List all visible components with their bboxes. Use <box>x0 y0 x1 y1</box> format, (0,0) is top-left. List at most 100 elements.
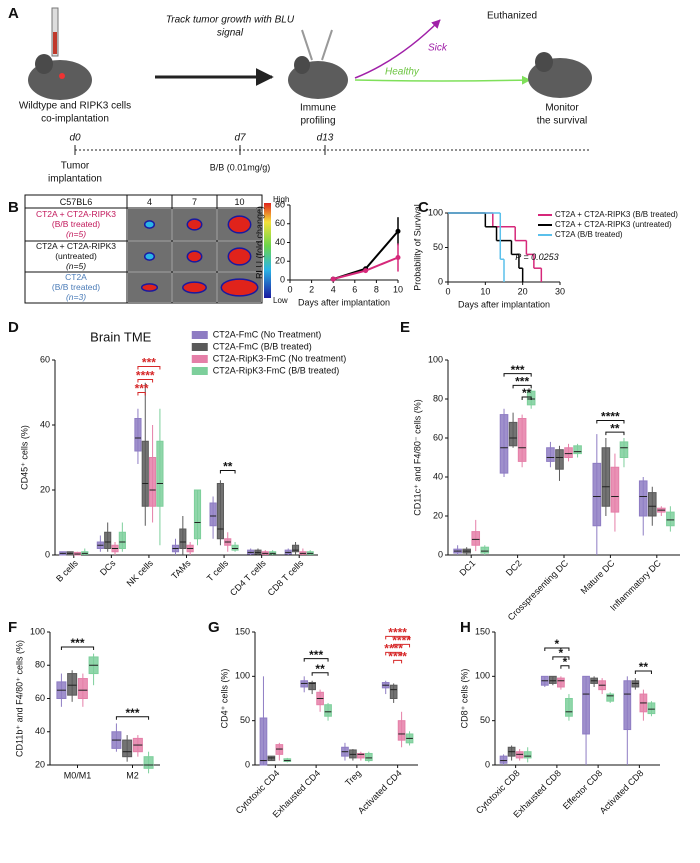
box <box>389 684 398 700</box>
significance-label: *** <box>511 363 525 377</box>
y-tick-label: 50 <box>433 242 443 252</box>
box <box>231 544 239 551</box>
box <box>193 489 202 540</box>
panel-label: A <box>8 5 19 22</box>
x-tick-label: Inflammatory DC <box>608 558 663 613</box>
box <box>499 414 509 474</box>
point <box>363 268 369 274</box>
chart-title: Brain TME <box>90 329 151 344</box>
table-row-label: (B/B treated) <box>52 219 100 229</box>
table-header: C57BL6 <box>60 197 93 207</box>
significance-label: **** <box>388 626 407 640</box>
significance-bracket <box>544 647 570 651</box>
x-tick-label: DC2 <box>504 558 524 578</box>
probe <box>301 29 313 61</box>
x-axis-label: Days after implantation <box>298 297 390 307</box>
box <box>555 449 564 470</box>
significance-bracket <box>512 384 532 389</box>
timeline-label: d13 <box>317 133 334 144</box>
box <box>397 720 406 741</box>
box <box>118 531 126 549</box>
step-text: co-implantation <box>41 114 109 125</box>
significance-bracket <box>137 379 154 383</box>
y-tick-label: 60 <box>275 218 285 228</box>
box <box>508 421 518 447</box>
x-tick-label: M0/M1 <box>64 770 92 780</box>
bli-signal <box>140 283 159 292</box>
box <box>647 702 656 715</box>
box <box>499 755 508 764</box>
significance-bracket <box>311 672 329 676</box>
significance-label: **** <box>388 650 407 664</box>
significance-label: ** <box>522 386 532 400</box>
significance-bracket <box>596 419 625 424</box>
legend-swatch <box>191 355 208 363</box>
legend-label: CT2A-FmC (B/B treated) <box>213 341 312 351</box>
significance-label: *** <box>309 648 323 662</box>
x-axis-label: Days after implantation <box>458 299 550 309</box>
significance-bracket <box>385 635 411 640</box>
x-tick-label: T cells <box>205 558 231 584</box>
timeline-event: implantation <box>48 174 102 185</box>
x-tick-label: 2 <box>309 284 314 294</box>
syringe-fill <box>53 32 57 54</box>
x-tick-label: NK cells <box>125 558 156 589</box>
y-tick-label: 0 <box>485 759 490 769</box>
step-text: Immune <box>300 103 337 114</box>
step-text: Wildtype and RIPK3 cells <box>19 101 131 112</box>
significance-label: *** <box>135 382 149 396</box>
y-tick-label: 0 <box>245 759 250 769</box>
x-tick-label: 6 <box>352 284 357 294</box>
arrow <box>354 19 441 79</box>
x-tick-label: Effector CD8 <box>561 768 604 811</box>
box <box>517 418 527 462</box>
panel-label: C <box>418 199 429 216</box>
step-text: Track tumor growth with BLU <box>166 15 295 26</box>
p-value: P = 0.0253 <box>515 252 558 262</box>
step-text: Healthy <box>385 67 420 78</box>
table-row-label: (n=5) <box>66 229 86 239</box>
y-tick-label: 20 <box>40 484 50 494</box>
box <box>471 531 481 546</box>
y-tick-label: 100 <box>30 626 45 636</box>
y-tick-label: 100 <box>428 207 443 217</box>
x-tick-label: Mature DC <box>579 558 617 596</box>
significance-label: **** <box>601 410 620 424</box>
step-text: Euthanized <box>487 11 537 22</box>
significance-label: * <box>563 655 568 669</box>
box <box>638 480 648 517</box>
significance-label: ** <box>610 421 620 435</box>
significance-bracket <box>137 392 146 396</box>
box <box>666 511 675 527</box>
panel-label: B <box>8 199 19 216</box>
box <box>149 457 157 507</box>
significance-bracket <box>634 670 652 675</box>
significance-label: ** <box>315 662 325 676</box>
mouse-ear <box>294 56 310 74</box>
y-tick-label: 100 <box>475 671 490 681</box>
box <box>209 502 217 527</box>
box <box>523 751 532 759</box>
bli-signal <box>186 218 203 231</box>
timeline-label: d7 <box>234 133 246 144</box>
y-axis-label: Probability of Survival <box>412 204 422 291</box>
box <box>259 717 268 766</box>
significance-bracket <box>393 659 403 664</box>
panel-label: D <box>8 319 19 336</box>
significance-bracket <box>521 396 532 401</box>
y-tick-label: 150 <box>475 626 490 636</box>
box <box>357 752 365 759</box>
legend-label: CT2A-FmC (No Treatment) <box>213 329 322 339</box>
color-scale-label: Low <box>273 296 288 305</box>
legend-swatch <box>191 343 208 351</box>
x-tick-label: CD4 T cells <box>228 558 268 598</box>
legend-label: CT2A + CT2A-RIPK3 (untreated) <box>555 220 672 229</box>
color-scale <box>264 203 271 298</box>
y-tick-label: 0 <box>438 549 443 559</box>
x-tick-label: 10 <box>393 284 403 294</box>
x-tick-label: DC1 <box>457 558 477 578</box>
x-tick-label: 20 <box>518 286 528 296</box>
box <box>67 673 78 696</box>
y-tick-label: 150 <box>235 626 250 636</box>
box <box>610 466 620 513</box>
